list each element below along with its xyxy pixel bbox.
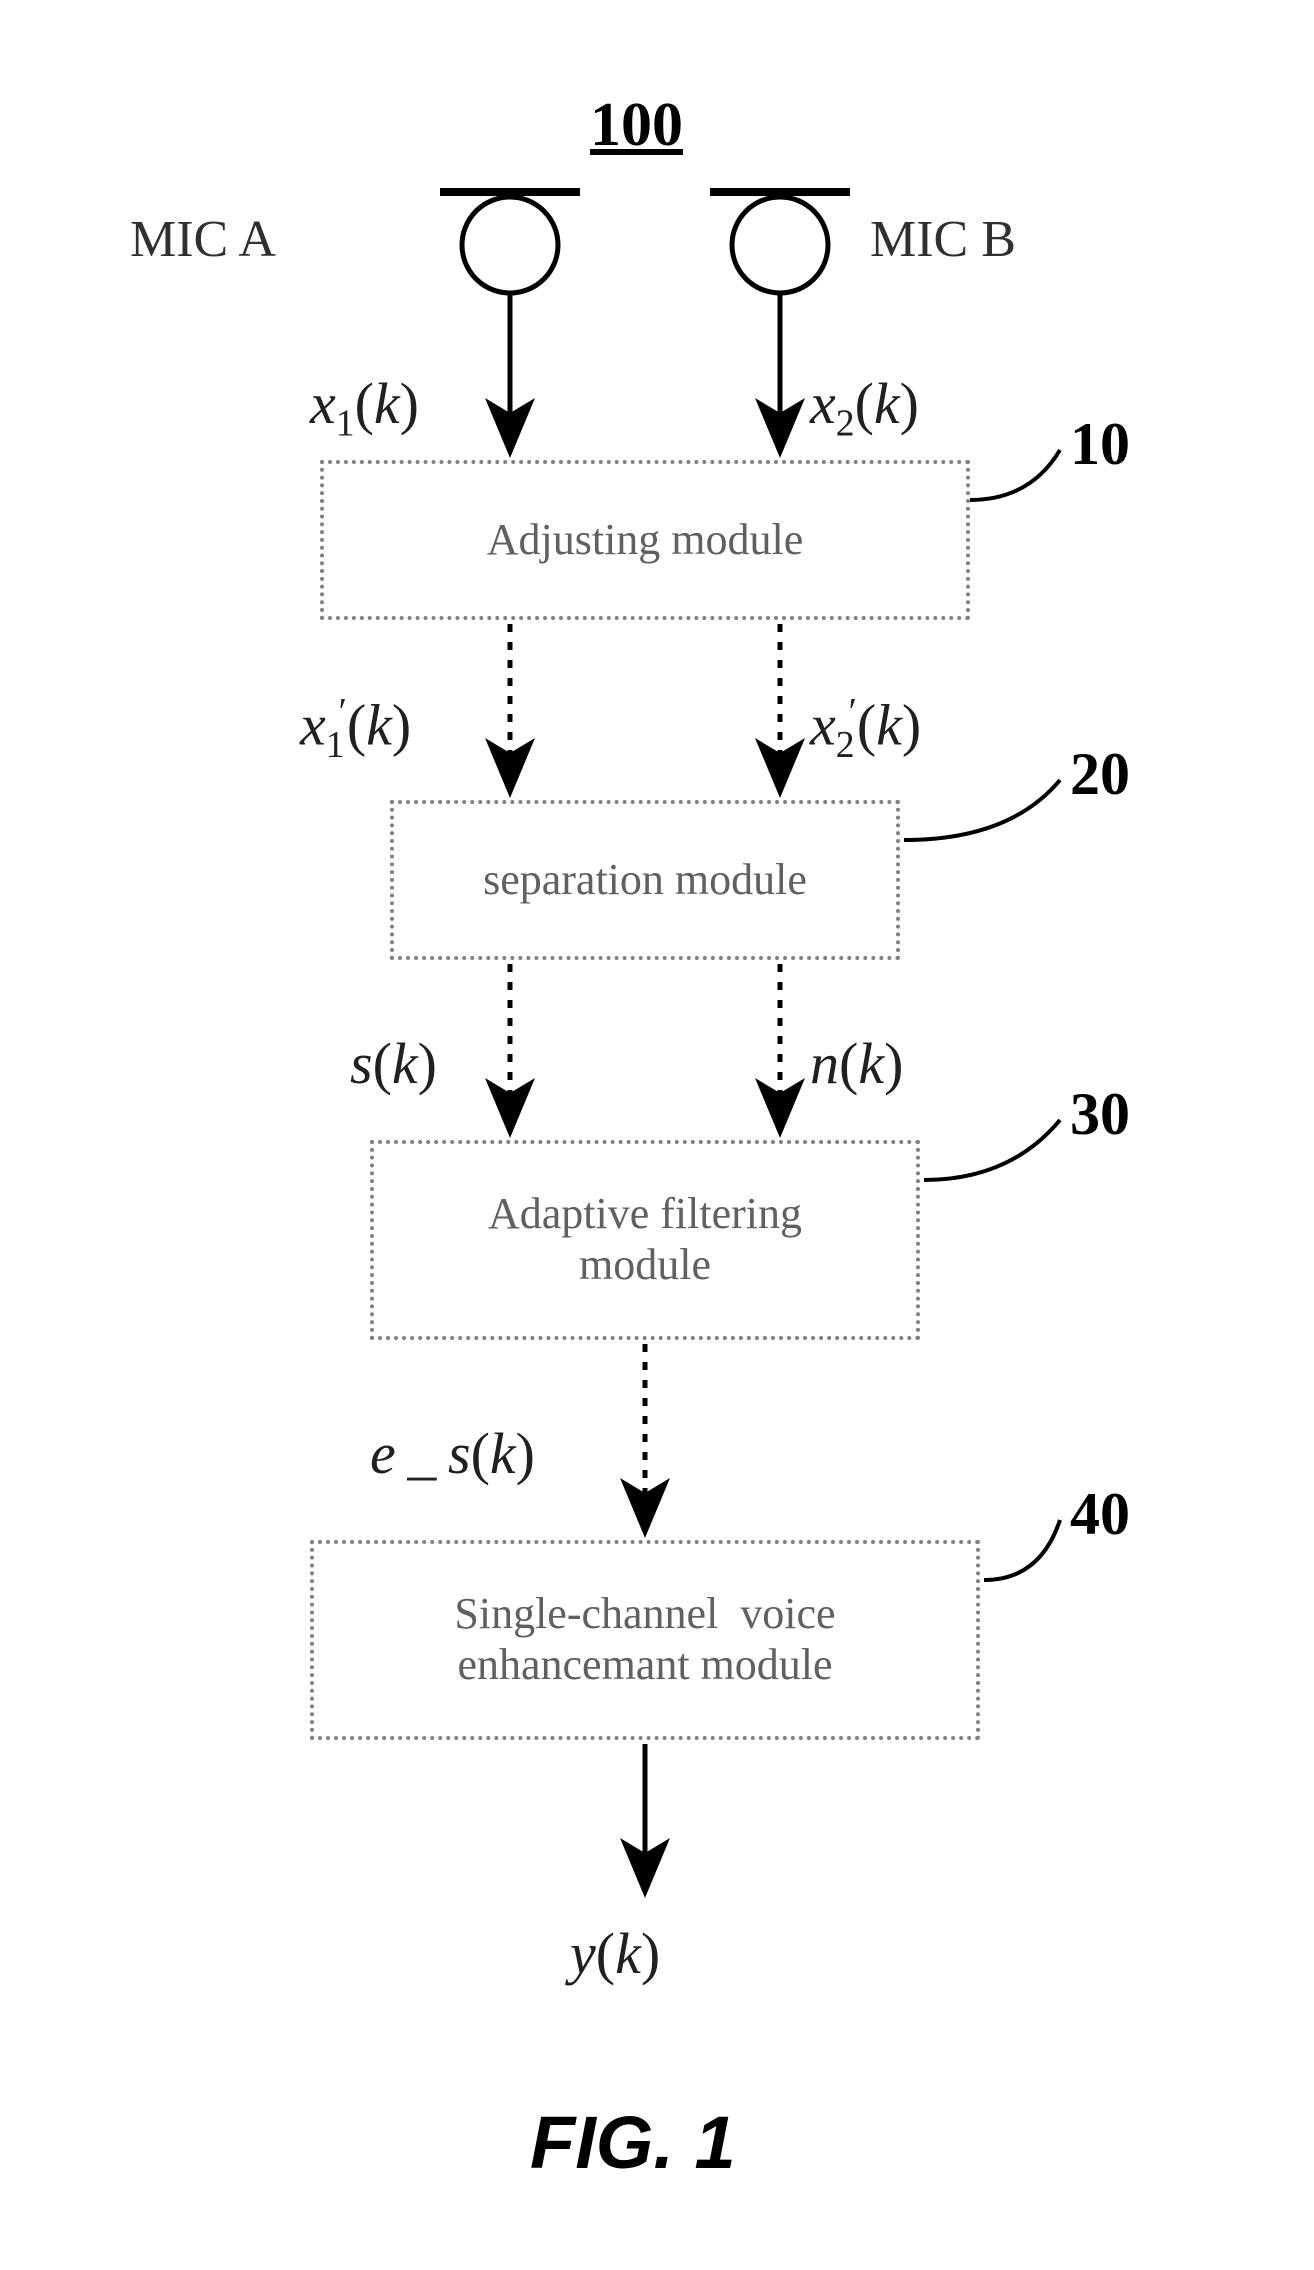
module-adaptive-label: Adaptive filteringmodule [488, 1189, 802, 1290]
signal-x1: x1(k) [310, 370, 419, 446]
ref-10: 10 [1070, 410, 1130, 479]
mic-a-label: MIC A [130, 210, 276, 269]
signal-n: n(k) [810, 1030, 903, 1097]
module-separation: separation module [390, 800, 900, 960]
leader-10 [970, 450, 1060, 500]
mic-a-icon [462, 197, 558, 293]
module-enhance: Single-channel voiceenhancemant module [310, 1540, 980, 1740]
signal-x1p: x1′(k) [300, 690, 411, 767]
module-adaptive: Adaptive filteringmodule [370, 1140, 920, 1340]
mic-b-icon [732, 197, 828, 293]
mic-b-label: MIC B [870, 210, 1016, 269]
signal-x2: x2(k) [810, 370, 919, 446]
signal-y: y(k) [570, 1920, 660, 1987]
leader-20 [904, 780, 1060, 840]
signal-x2p: x2′(k) [810, 690, 921, 767]
figure-title: 100 [590, 90, 683, 161]
module-adjusting-label: Adjusting module [487, 515, 804, 566]
ref-40: 40 [1070, 1480, 1130, 1549]
leader-30 [924, 1120, 1060, 1180]
module-separation-label: separation module [483, 855, 807, 906]
module-adjusting: Adjusting module [320, 460, 970, 620]
signal-es: e _ s(k) [370, 1420, 535, 1487]
ref-30: 30 [1070, 1080, 1130, 1149]
ref-20: 20 [1070, 740, 1130, 809]
module-enhance-label: Single-channel voiceenhancemant module [454, 1589, 835, 1690]
leader-40 [984, 1520, 1060, 1580]
figure-caption: FIG. 1 [530, 2100, 736, 2185]
signal-s: s(k) [350, 1030, 437, 1097]
